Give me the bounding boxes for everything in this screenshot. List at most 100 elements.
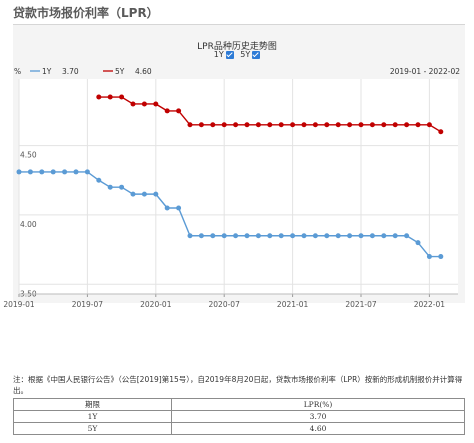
data-point-5y	[153, 101, 159, 107]
legend-name-1y: 1Y	[42, 67, 52, 76]
y-tick-label: 4.50	[20, 151, 37, 160]
x-tick-label: 2019-01	[3, 300, 35, 309]
data-point-1y	[141, 191, 147, 197]
plot-area	[19, 79, 458, 294]
data-point-1y	[96, 177, 102, 183]
data-point-5y	[176, 108, 182, 114]
data-point-5y	[415, 122, 421, 128]
toggle-5y-label: 5Y	[240, 50, 251, 59]
data-point-1y	[438, 254, 444, 260]
data-point-1y	[107, 184, 113, 190]
data-point-5y	[96, 94, 102, 100]
toggle-5y[interactable]: 5Y	[240, 50, 261, 59]
data-point-1y	[244, 233, 250, 239]
data-point-1y	[210, 233, 216, 239]
data-point-1y	[335, 233, 341, 239]
data-point-1y	[130, 191, 136, 197]
data-point-1y	[404, 233, 410, 239]
data-point-1y	[415, 240, 421, 246]
data-point-5y	[426, 122, 432, 128]
x-tick-label: 2020-01	[140, 300, 172, 309]
data-point-5y	[335, 122, 341, 128]
footnote: 注：根据《中国人民银行公告》（公告[2019]第15号），自2019年8月20日…	[13, 375, 463, 395]
series	[16, 94, 444, 260]
data-point-5y	[324, 122, 330, 128]
data-point-5y	[210, 122, 216, 128]
legend-latest-5y: 4.60	[135, 67, 152, 76]
table-header-term: 期限	[12, 398, 173, 411]
x-tick-label: 2022-01	[414, 300, 446, 309]
data-point-1y	[62, 169, 68, 175]
x-tick-label: 2020-07	[209, 300, 241, 309]
data-point-1y	[73, 169, 79, 175]
data-point-5y	[233, 122, 239, 128]
table-cell-rate: 3.70	[171, 410, 465, 423]
table-header-rate: LPR(%)	[171, 398, 465, 411]
data-point-1y	[233, 233, 239, 239]
data-point-1y	[50, 169, 56, 175]
toggle-1y-label: 1Y	[213, 50, 224, 59]
data-point-5y	[244, 122, 250, 128]
data-point-1y	[358, 233, 364, 239]
data-point-5y	[198, 122, 204, 128]
page-title: 贷款市场报价利率（LPR）	[13, 6, 159, 20]
table-header-row: 期限 LPR(%)	[12, 398, 465, 411]
y-tick-label: 4.00	[20, 220, 37, 229]
grid	[18, 79, 458, 294]
data-point-5y	[438, 129, 444, 135]
data-point-1y	[255, 233, 261, 239]
data-point-5y	[141, 101, 147, 107]
title-divider	[13, 24, 465, 25]
data-point-1y	[16, 169, 22, 175]
lpr-table: 期限 LPR(%) 1Y 3.70 5Y 4.60	[12, 398, 465, 435]
data-point-1y	[39, 169, 45, 175]
x-tick-label: 2019-07	[72, 300, 104, 309]
data-point-5y	[221, 122, 227, 128]
table-cell-term: 1Y	[12, 410, 173, 423]
data-point-5y	[290, 122, 296, 128]
data-point-1y	[153, 191, 159, 197]
data-point-1y	[198, 233, 204, 239]
data-point-1y	[27, 169, 33, 175]
table-row: 1Y 3.70	[12, 410, 465, 423]
data-point-1y	[187, 233, 193, 239]
data-point-1y	[301, 233, 307, 239]
data-point-5y	[255, 122, 261, 128]
data-point-5y	[369, 122, 375, 128]
data-point-1y	[176, 205, 182, 211]
legend-latest-1y: 3.70	[62, 67, 79, 76]
table-cell-rate: 4.60	[171, 422, 465, 435]
date-range-label: 2019-01 - 2022-02	[390, 67, 460, 76]
legend-name-5y: 5Y	[115, 67, 125, 76]
data-point-5y	[347, 122, 353, 128]
data-point-1y	[267, 233, 273, 239]
toggle-5y-checkbox[interactable]	[252, 50, 261, 59]
data-point-5y	[107, 94, 113, 100]
data-point-5y	[267, 122, 273, 128]
data-point-1y	[312, 233, 318, 239]
data-point-1y	[119, 184, 125, 190]
data-point-1y	[381, 233, 387, 239]
data-point-5y	[130, 101, 136, 107]
table-cell-term: 5Y	[12, 422, 173, 435]
series-toggles: 1Y 5Y	[0, 50, 474, 59]
data-point-1y	[392, 233, 398, 239]
data-point-5y	[187, 122, 193, 128]
toggle-1y[interactable]: 1Y	[214, 50, 234, 59]
data-point-1y	[290, 233, 296, 239]
data-point-5y	[381, 122, 387, 128]
legend: % 1Y 3.70 5Y 4.60 2019-01 - 2022-02	[14, 67, 460, 76]
y-unit-label: %	[14, 67, 21, 76]
toggle-1y-checkbox[interactable]	[225, 50, 234, 59]
data-point-5y	[278, 122, 284, 128]
data-point-1y	[347, 233, 353, 239]
data-point-1y	[278, 233, 284, 239]
data-point-1y	[324, 233, 330, 239]
data-point-1y	[369, 233, 375, 239]
table-row: 5Y 4.60	[12, 422, 465, 435]
data-point-5y	[164, 108, 170, 114]
data-point-5y	[119, 94, 125, 100]
chart-title: LPR品种历史走势图	[197, 42, 277, 52]
